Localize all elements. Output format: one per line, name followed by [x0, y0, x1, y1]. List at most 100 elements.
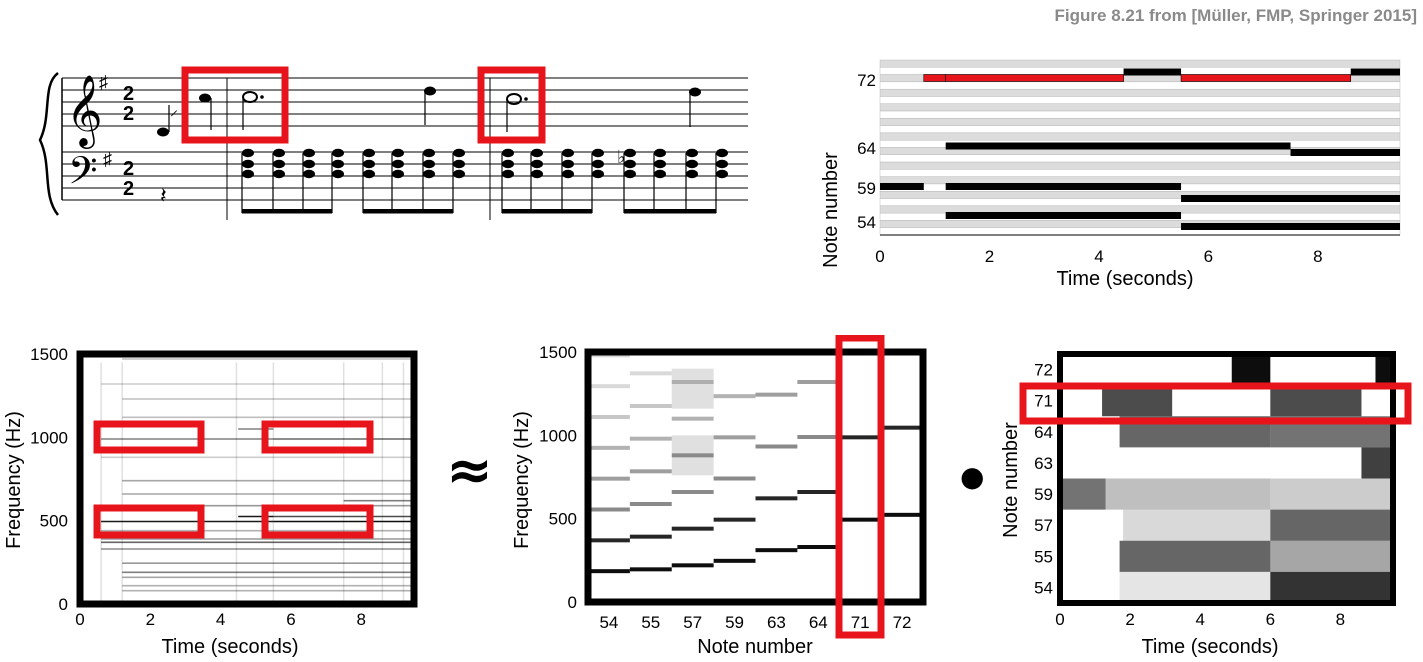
chord-note-head	[562, 159, 574, 169]
rest-icon: 𝄽	[160, 183, 167, 208]
x-axis-label: Note number	[697, 636, 813, 658]
note-bar	[1181, 223, 1400, 230]
harmonic-band	[588, 507, 630, 512]
music-score: 𝄞 𝄢 ♯ ♯ 2 2 2 2 ⸝ 𝄽 ♭	[38, 66, 748, 220]
y-tick-label: 64	[857, 139, 876, 158]
x-axis-label: Time (seconds)	[1056, 268, 1193, 290]
x-tick-label: 0	[1055, 610, 1064, 629]
y-tick-label: 59	[857, 179, 876, 198]
chord-note-head	[423, 169, 435, 179]
highlight-box	[93, 420, 205, 454]
chord-note-head	[453, 169, 465, 179]
harmonic-band	[713, 394, 756, 399]
time-signature-top: 2	[123, 83, 134, 105]
harmonic-band	[588, 476, 630, 481]
note-bar	[1123, 68, 1182, 76]
y-tick-label: 71	[1034, 392, 1053, 411]
chord-note-head	[716, 169, 728, 179]
x-axis-label: Time (seconds)	[161, 636, 298, 658]
harmonic-band	[713, 517, 756, 522]
activation-cell	[1270, 385, 1362, 417]
y-axis-label: Frequency (Hz)	[3, 411, 25, 549]
approx-symbol: ≈	[446, 438, 493, 503]
chord-note-head	[716, 159, 728, 169]
chord-note-head	[686, 148, 698, 158]
harmonic-band	[839, 435, 882, 440]
product-dot-symbol: ●	[960, 460, 985, 493]
x-tick-label: 6	[286, 610, 295, 629]
note-bar	[945, 74, 1124, 82]
note-bar	[945, 183, 1182, 190]
x-tick-label: 2	[985, 247, 994, 266]
spectrogram-ticks: 1500 1000 500 00 2 4 6 8	[30, 345, 366, 629]
harmonic-band	[797, 545, 840, 549]
y-tick-label: 1500	[30, 345, 68, 364]
harmonic-band	[629, 404, 672, 408]
y-tick-label: 54	[1034, 578, 1053, 597]
harmonic-band	[839, 517, 882, 522]
chord-note-head	[453, 159, 465, 169]
note-bar	[945, 142, 1291, 150]
chord-note-head	[392, 169, 404, 179]
y-tick-label: 1000	[539, 426, 577, 445]
highlight-box	[93, 504, 205, 539]
note-bar	[1180, 74, 1352, 82]
chord-note-head	[332, 159, 344, 169]
pianoroll-row	[879, 176, 1401, 185]
pianoroll-row	[879, 132, 1401, 141]
chord-note-head	[624, 148, 636, 158]
x-tick-label: 71	[851, 613, 870, 632]
harmonic-band	[588, 384, 630, 389]
y-tick-label: 1500	[539, 343, 577, 362]
blur-band	[671, 435, 714, 476]
x-tick-label: 6	[1266, 610, 1275, 629]
beam	[624, 209, 716, 214]
pianoroll-row	[879, 125, 1401, 134]
pianoroll-row	[879, 96, 1401, 104]
y-tick-label: 72	[857, 71, 876, 90]
y-tick-label: 55	[1034, 547, 1053, 566]
piano-roll-bars	[880, 68, 1400, 230]
chord-note-head	[332, 148, 344, 158]
harmonic-band	[629, 436, 672, 441]
harmonic-band	[881, 425, 923, 430]
harmonic-band	[797, 490, 840, 494]
sharp-icon: ♯	[103, 149, 112, 169]
y-axis-label: Note number	[1000, 422, 1022, 538]
chord-note-head	[242, 159, 254, 169]
chord-note-head	[363, 148, 375, 158]
x-tick-label: 6	[1204, 247, 1213, 266]
y-tick-label: 1000	[30, 428, 68, 447]
templates-chart: 1500 1000 500 0 54 55 57 59 63 64 71 72 Note number…	[511, 335, 927, 658]
grand-staff-brace	[38, 72, 60, 216]
chord-note-head	[363, 159, 375, 169]
chord-note-head	[303, 148, 315, 158]
activations-ticks: 72 71 64 63 59 57 55 540 2 4 6 8	[1034, 361, 1345, 629]
y-tick-label: 72	[1034, 361, 1053, 380]
y-axis-label: Frequency (Hz)	[511, 411, 533, 549]
chord-note-head	[686, 159, 698, 169]
activation-cell	[1375, 354, 1393, 386]
highlight-box	[1019, 382, 1412, 425]
activation-cell	[1270, 571, 1393, 603]
pianoroll-row	[879, 110, 1401, 119]
chord-note-head	[502, 159, 514, 169]
y-tick-label: 54	[857, 213, 876, 232]
plot-frame	[584, 348, 927, 606]
note-head	[199, 93, 211, 103]
piano-roll-ticks: 72 64 59 54 0 2 4 6 8	[857, 71, 1323, 266]
chord-note-head	[686, 169, 698, 179]
harmonic-band	[671, 453, 714, 458]
bass-chords	[241, 148, 728, 214]
chord-note-head	[392, 148, 404, 158]
treble-clef-icon: 𝄞	[66, 75, 103, 149]
y-axis-label: Note number	[820, 152, 842, 268]
chord-note-head	[423, 159, 435, 169]
activation-cell	[1270, 478, 1393, 510]
chord-note-head	[592, 159, 604, 169]
templates-image	[588, 352, 923, 602]
activation-cell	[1123, 509, 1271, 541]
plot-frame	[1057, 351, 1396, 606]
chord-note-head	[592, 148, 604, 158]
x-tick-label: 72	[893, 613, 912, 632]
